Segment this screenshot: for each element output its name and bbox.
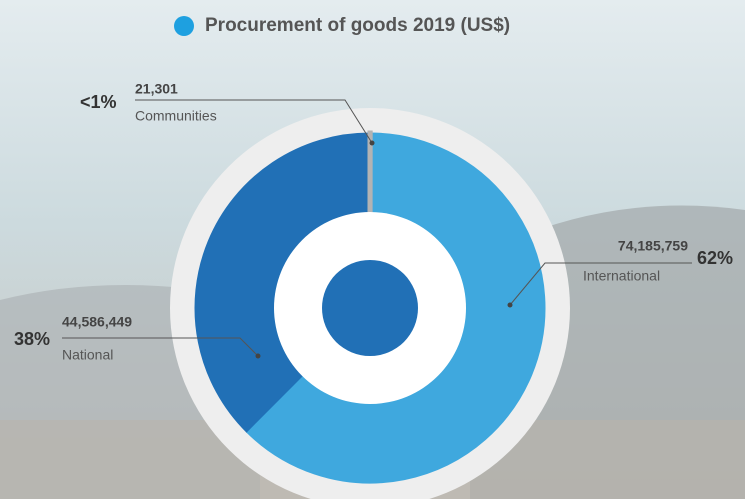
percent-label: 38% [14,329,50,349]
chart-title: Procurement of goods 2019 (US$) [205,15,510,36]
leader-line [135,99,373,144]
value-label: 21,301 [135,81,178,97]
percent-label: <1% [80,92,117,112]
percent-label: 62% [697,248,733,268]
legend-marker [174,16,194,36]
leader-dot [255,353,261,359]
category-label: Communities [135,108,217,124]
center-dot [322,260,418,356]
value-label: 74,185,759 [618,238,688,254]
leader-line [509,262,692,306]
category-label: International [583,268,660,284]
leader-line [62,337,259,357]
leader-dot [507,302,513,308]
value-label: 44,586,449 [62,314,132,330]
leader-dot [369,140,375,146]
category-label: National [62,347,113,363]
